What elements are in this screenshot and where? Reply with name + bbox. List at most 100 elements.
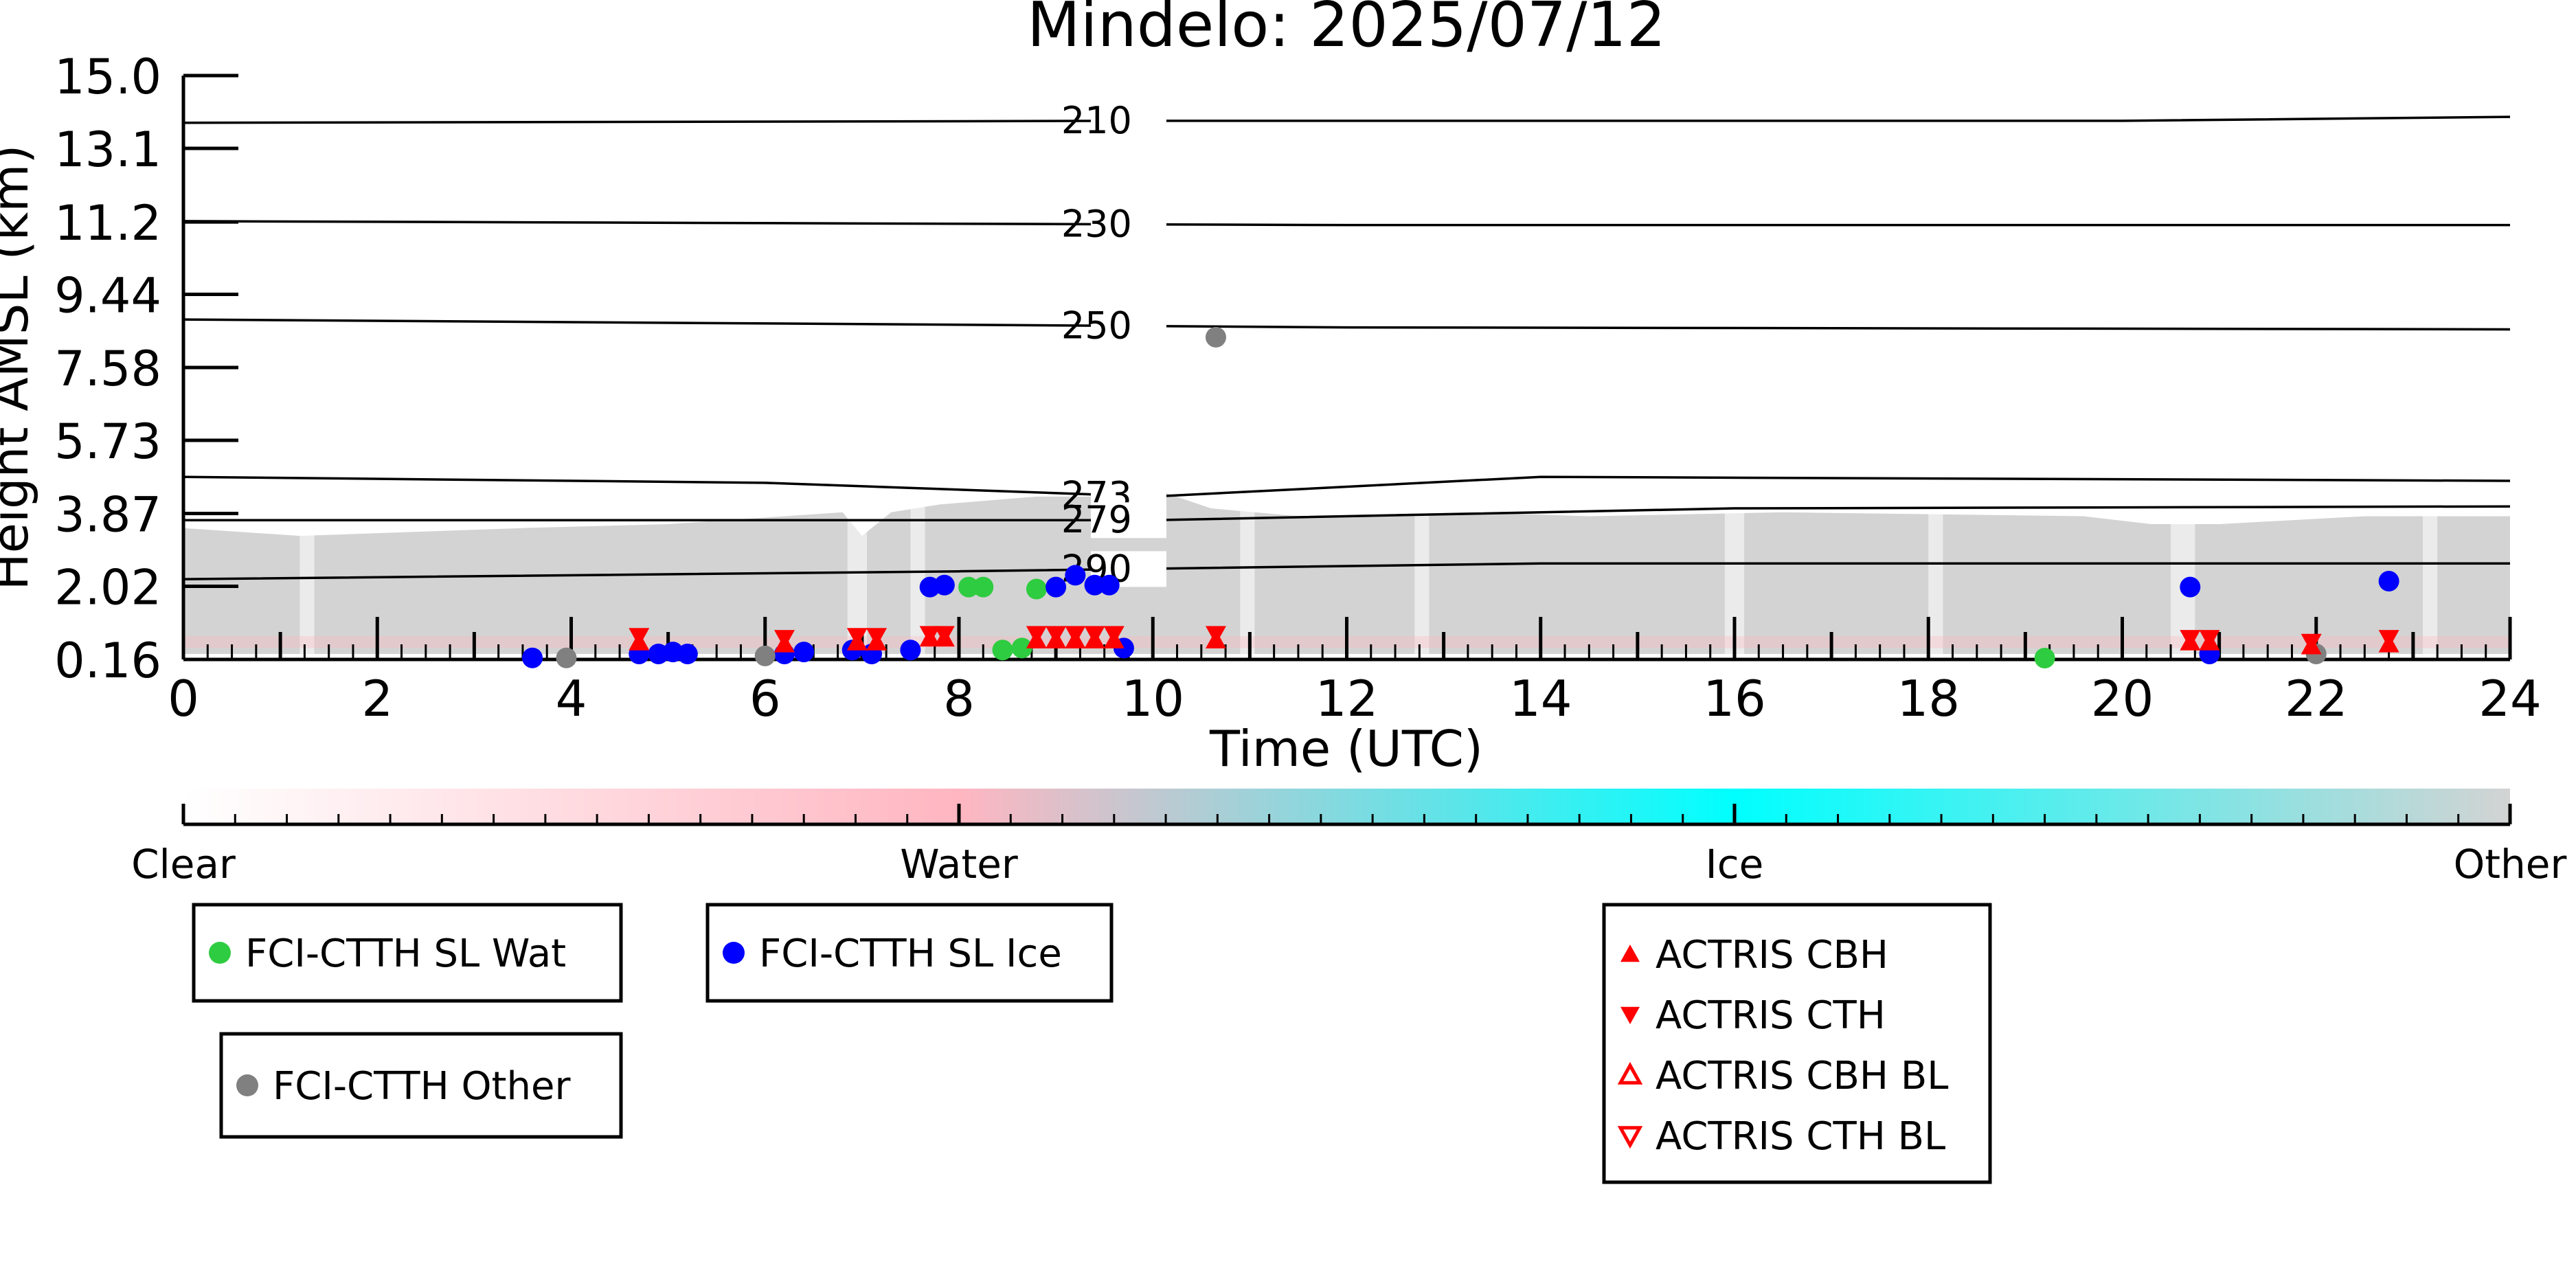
legend-box [219,1032,623,1139]
actris-cth-point [629,628,650,647]
cloud-gap [1928,488,1943,654]
isotherm-line [183,562,2510,580]
cloud-gap [1414,488,1430,654]
y-tick-label: 2.02 [54,559,161,615]
data-points-layer [522,326,2399,668]
y-tick-label: 0.16 [54,633,161,689]
colorbar-label: Other [2454,841,2567,888]
y-tick-label: 9.44 [54,267,161,324]
actris-cth-point [2180,630,2201,649]
legend-label: FCI-CTTH Other [273,1064,571,1109]
x-tick-label: 24 [2478,670,2542,727]
fci-ctth-sl-wat-point [2034,648,2055,668]
isotherm-label: 230 [1061,203,1132,246]
isotherm-label: 250 [1061,304,1132,347]
fci-ctth-sl-ice-point [1065,565,1086,586]
y-tick-label: 11.2 [54,195,161,251]
actris-cth-point [1065,626,1086,645]
actris-cth-point [2199,630,2220,649]
actris-cth-point [846,628,868,647]
actris-cth-point [1103,626,1125,645]
legend-box [1602,903,1992,1184]
legend-area: FCI-CTTH SL Wat FCI-CTTH SL Ice FCI-CTTH O… [192,903,1992,1184]
isotherm-line [183,115,2510,124]
actris-cth-point [2301,633,2322,653]
x-tick-label: 0 [168,670,199,727]
cloud-gap [300,488,315,654]
fci-ctth-sl-ice-point [900,640,921,661]
x-tick-label: 2 [361,670,393,727]
legend-box [192,903,623,1003]
isotherm-line [183,318,2510,331]
isotherm-label-gap [1090,308,1166,344]
fci-ctth-sl-ice-point [793,642,815,663]
x-tick-label: 22 [2285,670,2348,727]
y-tick-label: 3.87 [54,487,161,543]
chart-title: Mindelo: 2025/07/12 [1027,0,1666,61]
x-tick-label: 4 [556,670,587,727]
fci-ctth-other-point [556,647,577,668]
fci-ctth-sl-wat-point [992,640,1013,661]
y-axis-label: Height AMSL (km) [0,145,39,591]
legend-label: FCI-CTTH SL Wat [245,931,566,976]
actris-cth-point [934,626,955,645]
fci-ctth-other-point [1205,326,1226,348]
fci-ctth-sl-ice-point [2180,576,2201,598]
fci-ctth-sl-ice-point [522,647,543,668]
colorbar-gradient [183,789,2510,824]
fci-ctth-sl-wat-point [1026,578,1047,600]
legend-label: ACTRIS CTH BL [1656,1114,1945,1159]
x-tick-label: 8 [943,670,975,727]
legend-marker [236,1074,258,1096]
actris-cth-point [1026,626,1047,645]
actris-cth-point [1205,626,1226,645]
legend-label: ACTRIS CTH [1656,993,1886,1038]
x-axis-label: Time (UTC) [1209,720,1483,778]
isotherm-label-gap [1090,502,1166,539]
fci-ctth-other-point [754,645,776,666]
fci-ctth-sl-ice-point [2378,571,2399,592]
y-tick-label: 15.0 [54,49,161,105]
x-tick-label: 20 [2091,670,2154,727]
legend-marker [1617,1061,1643,1085]
legend-marker [209,942,231,964]
isotherm-label: 210 [1061,99,1132,142]
legend-marker [1617,1126,1643,1149]
actris-cth-point [2378,630,2399,649]
fci-ctth-sl-ice-point [1098,574,1120,596]
colorbar-label: Clear [131,841,236,888]
y-tick-label: 7.58 [54,341,161,397]
legend-label: FCI-CTTH SL Ice [759,931,1062,976]
x-tick-label: 18 [1897,670,1960,727]
colorbar-label: Ice [1706,841,1764,888]
cloud-gap [1240,488,1255,654]
legend-marker [1620,945,1640,962]
isotherm-label-gap [1090,102,1166,139]
fci-ctth-sl-ice-point [1084,574,1105,596]
fci-ctth-sl-ice-point [934,574,955,596]
legend-label: ACTRIS CBH BL [1656,1054,1948,1098]
x-tick-label: 14 [1509,670,1572,727]
legend-label: ACTRIS CBH [1656,933,1888,978]
actris-cth-point [773,630,795,649]
isotherm-line [183,220,2510,227]
colorbar-label: Water [900,841,1018,888]
cloud-gap [2171,488,2195,654]
legend-box [705,903,1114,1003]
actris-cth-point [919,626,940,645]
x-tick-label: 12 [1315,670,1379,727]
x-tick-label: 10 [1121,670,1184,727]
fci-ctth-sl-ice-point [677,643,698,664]
colorbar: Clear Water Ice Other [131,789,2566,888]
fci-ctth-sl-ice-point [1046,576,1067,598]
isotherm-line [183,475,2510,498]
y-tick-label: 13.1 [54,122,161,178]
actris-cth-point [1046,626,1067,645]
x-tick-label: 16 [1703,670,1766,727]
legend-marker [723,942,745,964]
actris-cth-point [866,628,888,647]
isotherm-label-gap [1090,206,1166,242]
fci-ctth-sl-wat-point [1011,637,1032,659]
